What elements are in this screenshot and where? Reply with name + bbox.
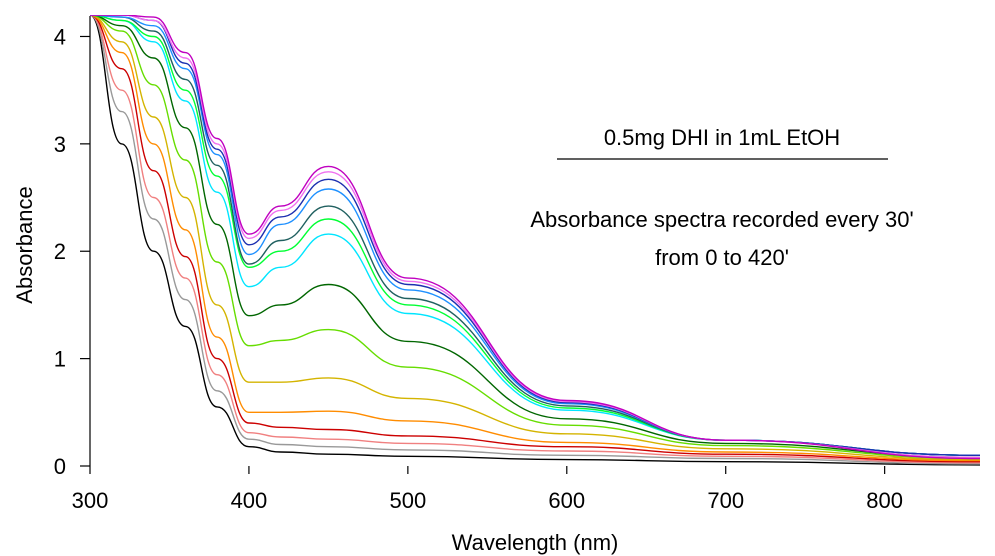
y-tick-label: 1 (54, 347, 66, 372)
spectrum-line-2 (90, 15, 980, 464)
spectrum-line-12 (90, 15, 980, 456)
annotation-line-2: from 0 to 420' (655, 245, 789, 270)
annotation-line-1: Absorbance spectra recorded every 30' (530, 207, 913, 232)
y-tick-label: 2 (54, 239, 66, 264)
x-tick-label: 300 (72, 488, 109, 513)
y-tick-label: 4 (54, 24, 66, 49)
y-axis: 0 1 2 3 4 (54, 24, 90, 479)
spectrum-line-14 (90, 15, 980, 460)
x-axis: 300 400 500 600 700 800 (72, 466, 903, 513)
x-tick-label: 500 (389, 488, 426, 513)
series-layer (90, 15, 980, 466)
spectrum-line-0 (90, 15, 980, 466)
spectrum-line-3 (90, 15, 980, 463)
x-tick-label: 700 (707, 488, 744, 513)
spectrum-line-10 (90, 15, 980, 456)
spectrum-line-5 (90, 15, 980, 461)
y-axis-label: Absorbance (12, 186, 37, 303)
spectrum-line-4 (90, 15, 980, 462)
annotation-sample: 0.5mg DHI in 1mL EtOH (604, 125, 840, 150)
spectrum-line-7 (90, 15, 980, 459)
x-axis-label: Wavelength (nm) (452, 530, 619, 555)
spectrum-line-9 (90, 15, 980, 456)
spectrum-line-8 (90, 15, 980, 456)
x-tick-label: 400 (231, 488, 268, 513)
spectrum-line-13 (90, 15, 980, 459)
y-tick-label: 3 (54, 132, 66, 157)
y-tick-label: 0 (54, 454, 66, 479)
x-tick-label: 800 (866, 488, 903, 513)
spectrum-line-6 (90, 15, 980, 460)
x-tick-label: 600 (548, 488, 585, 513)
spectrum-line-11 (90, 15, 980, 456)
spectrum-line-1 (90, 15, 980, 465)
